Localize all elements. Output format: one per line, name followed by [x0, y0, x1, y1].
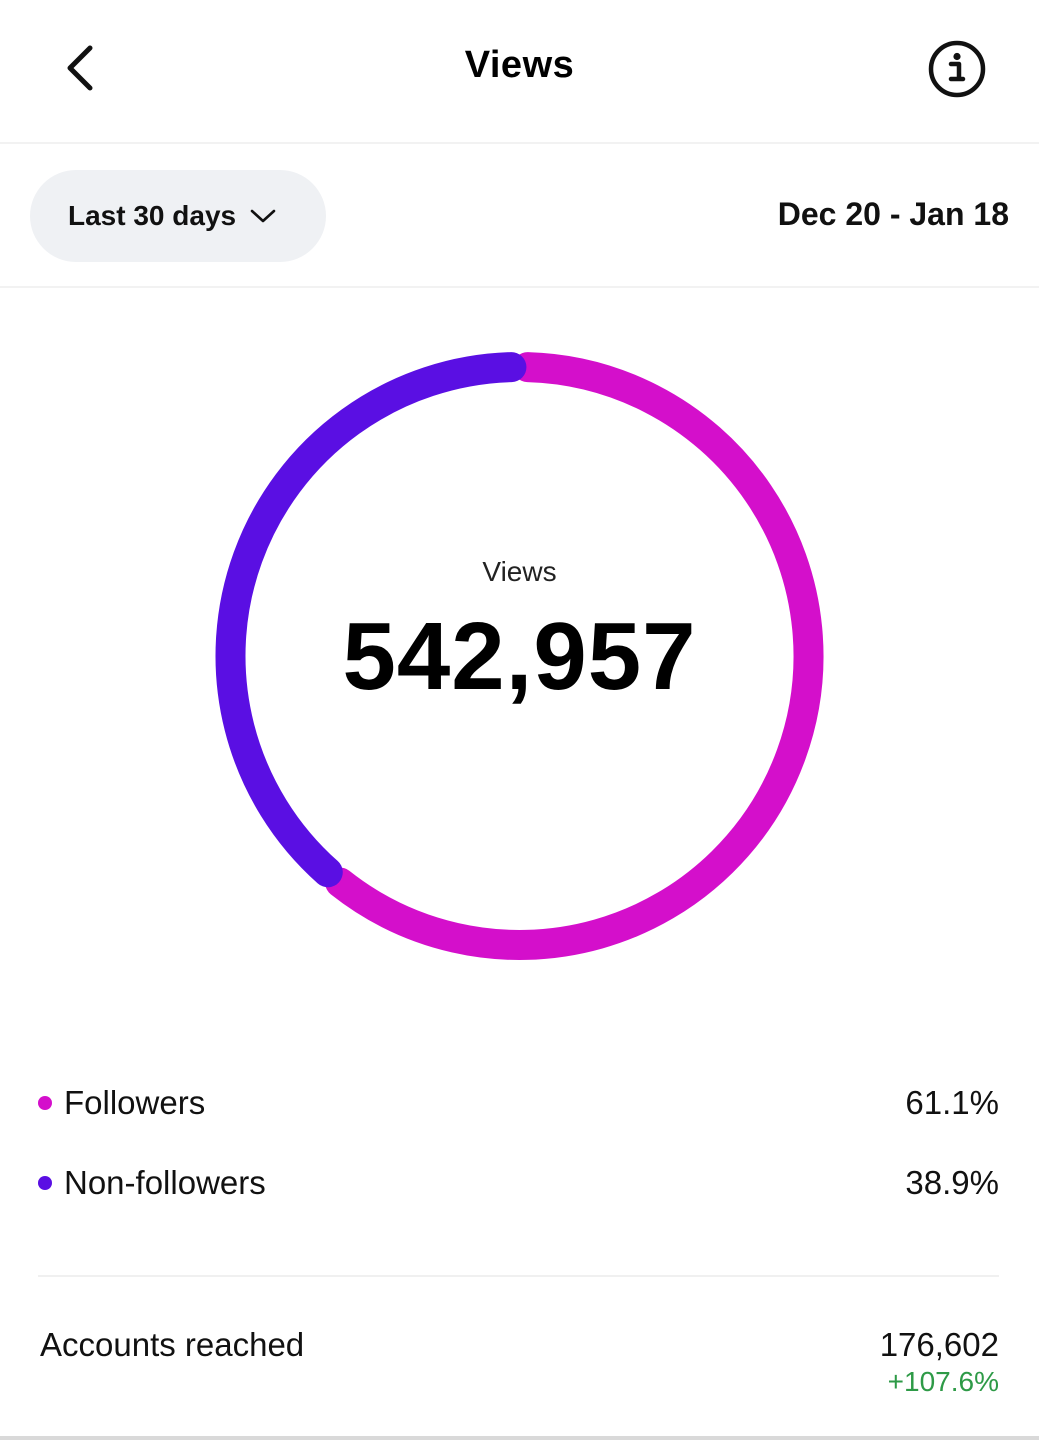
bottom-divider — [0, 1436, 1039, 1440]
info-button[interactable] — [926, 38, 988, 100]
accounts-reached-label: Accounts reached — [40, 1326, 305, 1363]
donut-slice-non-followers — [215, 352, 527, 888]
legend-dot-followers — [38, 1096, 52, 1110]
date-range-text: Dec 20 - Jan 18 — [777, 196, 1009, 232]
donut-svg — [215, 352, 824, 960]
accounts-reached-value: 176,602 — [879, 1326, 999, 1363]
divider — [38, 1275, 999, 1277]
accounts-reached-change: +107.6% — [887, 1366, 999, 1397]
legend-value: 61.1% — [905, 1084, 999, 1121]
info-circle-icon — [928, 40, 986, 98]
chevron-left-icon — [67, 45, 93, 91]
views-donut-chart: Views 542,957 — [0, 290, 1039, 1030]
donut-slice-followers — [325, 352, 824, 960]
top-bar: Views — [0, 0, 1039, 144]
legend-dot-non-followers — [38, 1176, 52, 1190]
legend-label: Non-followers — [64, 1164, 266, 1201]
legend-row-followers: Followers 61.1% — [38, 1078, 999, 1128]
date-range-dropdown[interactable]: Last 30 days — [30, 170, 326, 262]
chevron-down-icon — [250, 208, 276, 224]
date-filter-bar: Last 30 days Dec 20 - Jan 18 — [0, 146, 1039, 288]
back-button[interactable] — [50, 38, 110, 98]
date-range-dropdown-label: Last 30 days — [68, 200, 237, 231]
donut-center-value: 542,957 — [342, 603, 697, 710]
legend-row-non-followers: Non-followers 38.9% — [38, 1158, 999, 1208]
donut-center-label: Views — [482, 556, 557, 587]
legend-label: Followers — [64, 1084, 206, 1121]
page-title: Views — [464, 44, 575, 86]
accounts-reached-row[interactable]: Accounts reached 176,602 +107.6% — [40, 1320, 999, 1410]
legend-value: 38.9% — [905, 1164, 999, 1201]
